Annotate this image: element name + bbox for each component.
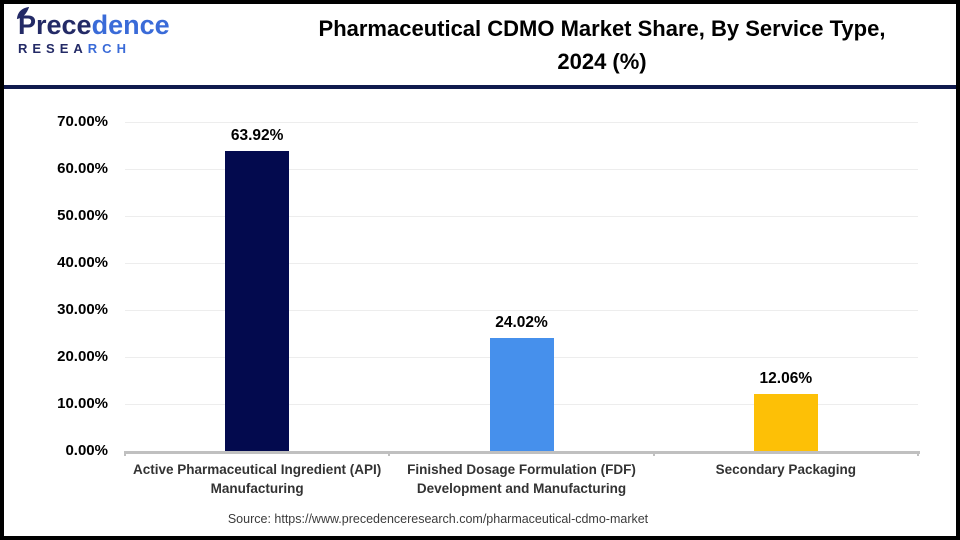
y-gridline — [125, 309, 918, 311]
x-axis-tick — [917, 451, 919, 456]
category-text: Finished Dosage Formulation (FDF) Develo… — [407, 462, 636, 496]
y-axis-tick-label: 10.00% — [57, 395, 108, 412]
logo-text-blue: dence — [91, 10, 170, 40]
y-gridline — [125, 121, 918, 123]
source-text: Source: https://www.precedenceresearch.c… — [227, 512, 649, 526]
precedence-research-logo: Precedence RESEARCH — [16, 6, 188, 56]
bar-value-label: 63.92% — [230, 127, 284, 144]
leaf-icon — [16, 6, 30, 20]
y-gridline — [125, 262, 918, 264]
x-axis-tick — [388, 451, 391, 456]
logo-wordmark: Precedence — [16, 6, 188, 40]
chart-title-line1: Pharmaceutical CDMO Market Share, By Ser… — [318, 16, 886, 41]
bar-3 — [753, 394, 818, 451]
x-axis-tick — [652, 451, 655, 456]
header-divider — [4, 85, 956, 89]
category-text: Active Pharmaceutical Ingredient (API) M… — [132, 462, 382, 496]
y-axis-tick-label: 40.00% — [57, 254, 108, 271]
y-axis-tick-label: 0.00% — [65, 442, 108, 459]
x-axis-category-label: Active Pharmaceutical Ingredient (API) M… — [125, 461, 389, 499]
x-axis-tick — [124, 451, 126, 456]
category-text: Secondary Packaging — [715, 462, 856, 477]
y-gridline — [125, 168, 918, 170]
y-axis-tick-label: 20.00% — [57, 348, 108, 365]
chart-title: Pharmaceutical CDMO Market Share, By Ser… — [258, 12, 946, 78]
x-axis-line — [125, 451, 920, 454]
x-axis-category-label: Secondary Packaging — [654, 461, 918, 480]
y-axis-tick-label: 60.00% — [57, 160, 108, 177]
y-axis-tick-label: 30.00% — [57, 301, 108, 318]
bar-value-label: 12.06% — [759, 370, 813, 387]
y-axis-tick-label: 70.00% — [57, 113, 108, 130]
chart-title-line2: 2024 (%) — [557, 49, 647, 74]
bar-value-label: 24.02% — [495, 314, 548, 331]
x-axis-category-label: Finished Dosage Formulation (FDF) Develo… — [389, 461, 653, 499]
logo-text-navy: Prece — [18, 10, 92, 40]
y-gridline — [125, 215, 918, 217]
bar-1 — [225, 151, 290, 451]
bar-2 — [489, 338, 554, 451]
logo-research-text: RESEARCH — [18, 41, 131, 56]
bar-chart: 0.00% 10.00% 20.00% 30.00% 40.00% 50.00% 60.00… — [4, 4, 956, 536]
y-axis-tick-label: 50.00% — [57, 207, 108, 224]
